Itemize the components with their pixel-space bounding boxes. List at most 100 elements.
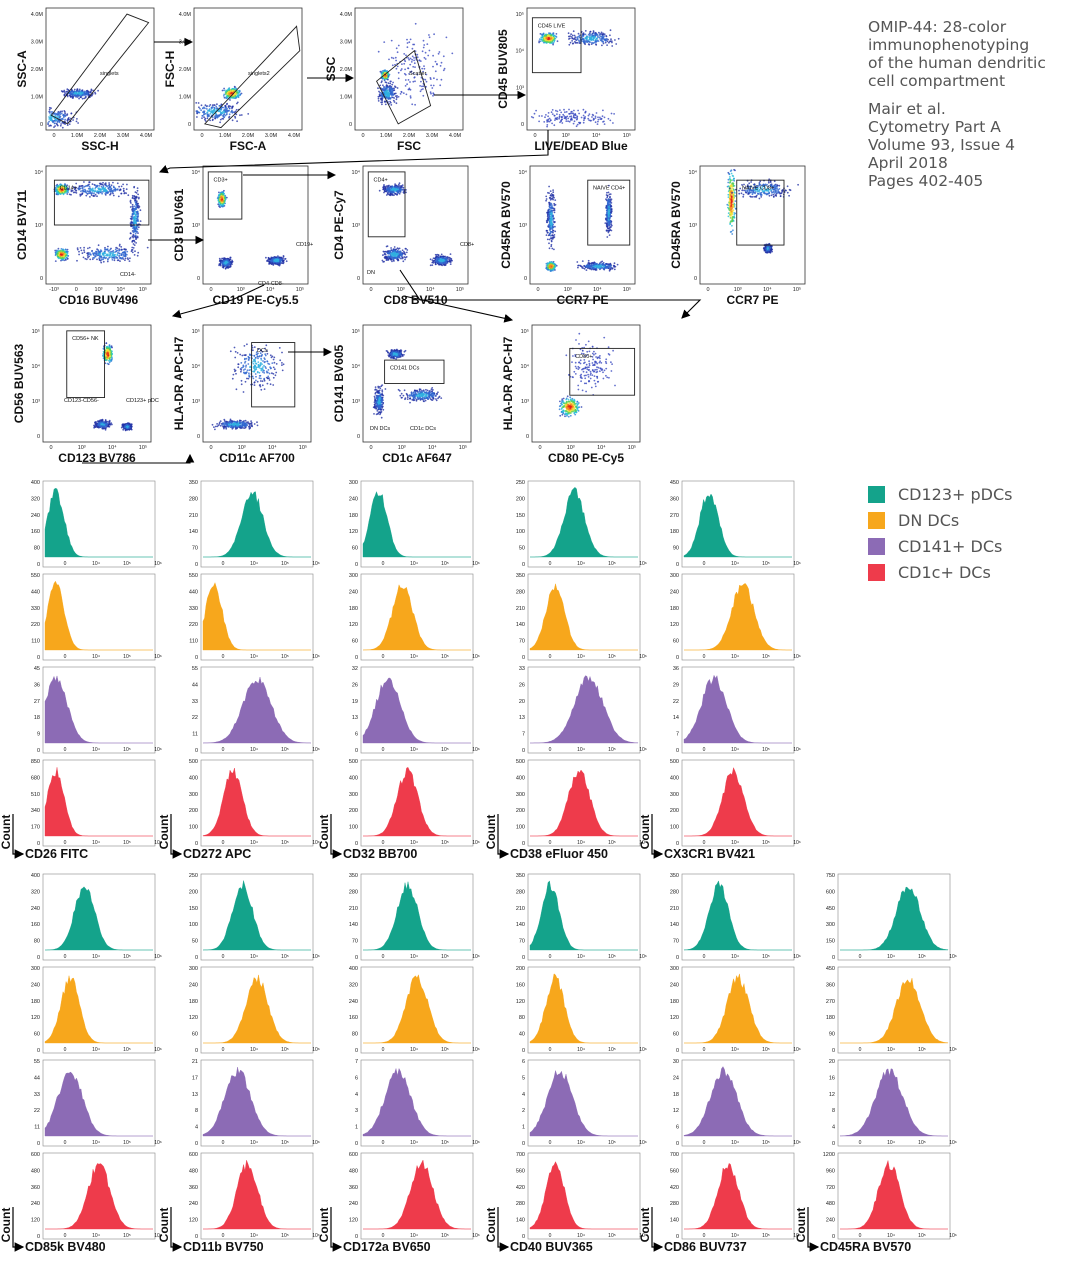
- event-dot: [389, 194, 392, 197]
- x-tick-label: 1.0M: [380, 133, 393, 139]
- event-dot: [84, 257, 87, 260]
- event-dot: [134, 201, 137, 203]
- event-dot: [442, 261, 445, 264]
- event-dot: [66, 248, 69, 251]
- event-dot: [383, 260, 385, 263]
- event-dot: [97, 244, 100, 247]
- event-dot: [611, 45, 614, 47]
- event-dot: [439, 255, 442, 258]
- event-dot: [401, 63, 403, 65]
- event-dot: [576, 115, 579, 118]
- event-dot: [427, 54, 430, 57]
- x-tick-label: 10⁴: [266, 286, 275, 293]
- event-dot: [595, 43, 597, 45]
- event-dot: [562, 113, 565, 116]
- gate-label: Scatter: [409, 71, 427, 77]
- event-dot: [231, 259, 234, 262]
- event-dot: [223, 197, 226, 200]
- event-dot: [414, 103, 416, 106]
- event-dot: [578, 42, 581, 44]
- y-tick-label: 0: [349, 122, 352, 128]
- event-dot: [63, 110, 66, 112]
- event-dot: [429, 258, 432, 261]
- event-dot: [79, 93, 81, 96]
- event-dot: [96, 195, 98, 198]
- event-dot: [226, 91, 229, 94]
- event-dot: [231, 109, 233, 112]
- event-dot: [134, 236, 137, 239]
- event-dot: [131, 194, 134, 197]
- event-dot: [556, 113, 558, 115]
- event-dot: [54, 187, 57, 189]
- event-dot: [414, 66, 416, 68]
- event-dot: [389, 97, 392, 100]
- event-dot: [81, 93, 84, 96]
- event-dot: [129, 199, 132, 202]
- event-dot: [392, 256, 395, 259]
- event-dot: [56, 121, 59, 123]
- event-dot: [385, 93, 388, 96]
- y-tick-label: 0: [197, 276, 200, 282]
- event-dot: [217, 196, 220, 198]
- event-dot: [134, 199, 137, 202]
- event-dot: [107, 191, 109, 194]
- event-dot: [133, 195, 136, 198]
- event-dot: [64, 118, 66, 121]
- event-dot: [401, 184, 404, 187]
- event-dot: [591, 41, 593, 44]
- event-dot: [393, 101, 396, 103]
- event-dot: [55, 190, 58, 193]
- event-dot: [110, 250, 112, 253]
- event-dot: [553, 34, 556, 37]
- event-dot: [449, 263, 452, 265]
- event-dot: [113, 186, 115, 189]
- y-tick-label: 4.0M: [340, 12, 353, 18]
- event-dot: [112, 249, 115, 252]
- y-axis-title: CD3 BUV661: [172, 188, 186, 261]
- event-dot: [409, 57, 412, 60]
- event-dot: [199, 107, 201, 110]
- event-dot: [378, 189, 381, 192]
- event-dot: [414, 22, 417, 25]
- event-dot: [220, 198, 223, 201]
- event-dot: [433, 33, 435, 36]
- event-dot: [79, 247, 82, 249]
- event-dot: [381, 101, 384, 104]
- event-dot: [206, 105, 209, 107]
- event-dot: [594, 121, 597, 124]
- event-dot: [606, 40, 609, 43]
- event-dot: [129, 232, 132, 235]
- event-dot: [387, 189, 390, 192]
- event-dot: [64, 248, 67, 251]
- event-dot: [423, 44, 426, 46]
- event-dot: [214, 116, 217, 119]
- event-dot: [396, 65, 399, 68]
- event-dot: [396, 87, 399, 89]
- event-dot: [203, 116, 206, 119]
- event-dot: [133, 254, 136, 256]
- event-dot: [213, 108, 216, 111]
- event-dot: [574, 116, 577, 119]
- event-dot: [112, 251, 115, 254]
- event-dot: [431, 264, 434, 266]
- event-dot: [409, 96, 412, 99]
- event-dot: [210, 110, 213, 112]
- event-dot: [91, 250, 93, 253]
- event-dot: [88, 246, 91, 249]
- event-dot: [265, 256, 267, 259]
- event-dot: [406, 42, 409, 44]
- event-dot: [421, 67, 424, 70]
- event-dot: [59, 124, 62, 127]
- event-dot: [81, 184, 84, 187]
- event-dot: [402, 260, 405, 263]
- event-dot: [583, 119, 585, 122]
- event-dot: [377, 100, 380, 102]
- event-dot: [401, 253, 403, 256]
- event-dot: [423, 65, 425, 67]
- x-tick-label: 10⁵: [296, 286, 304, 293]
- event-dot: [62, 114, 64, 116]
- gate-label: CD45 LIVE: [538, 24, 566, 30]
- event-dot: [229, 265, 232, 268]
- event-dot: [64, 254, 67, 257]
- event-dot: [545, 36, 548, 39]
